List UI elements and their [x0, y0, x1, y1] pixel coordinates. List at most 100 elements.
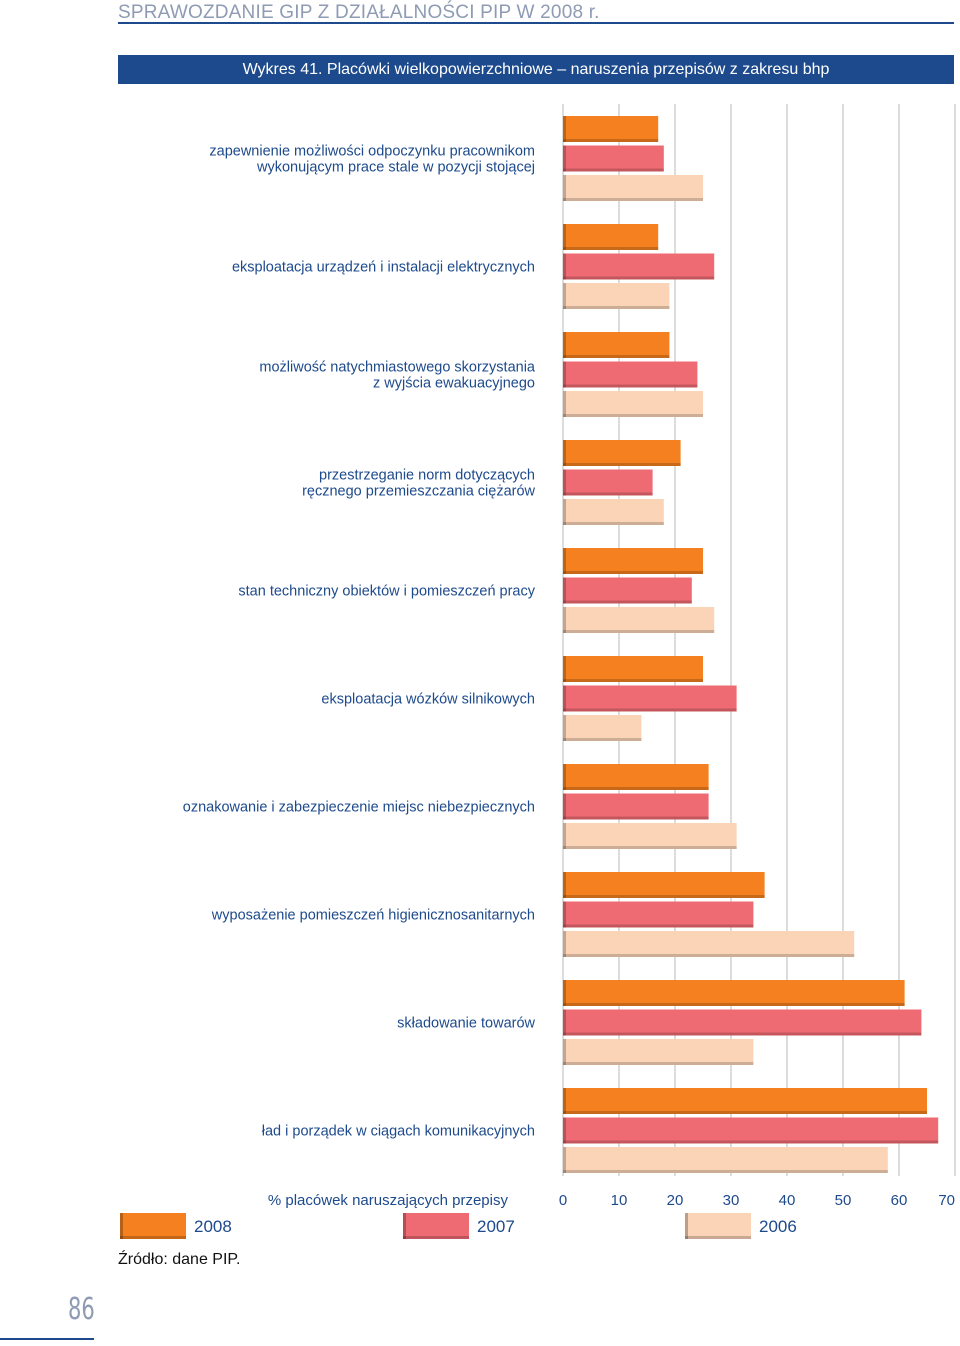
bar-shade-left-2007-3	[563, 361, 566, 388]
legend-swatch-2008	[120, 1213, 186, 1239]
bar-2008-7	[563, 764, 709, 790]
bar-shade-bottom-2006-3	[563, 414, 703, 417]
bar-2008-8	[563, 872, 765, 898]
bar-2007-6	[563, 685, 737, 712]
legend-swatch-2007	[403, 1213, 469, 1239]
bar-2008-6	[563, 656, 703, 682]
bar-shade-left-2007-7	[563, 793, 566, 820]
bar-2007-5	[563, 577, 692, 604]
bar-shade-bottom-2008-7	[563, 787, 709, 790]
source-note: Źródło: dane PIP.	[118, 1251, 241, 1268]
bar-shade-left-2008-1	[563, 116, 566, 142]
bar-2007-7	[563, 793, 709, 820]
category-label-9-line-1: składowanie towarów	[397, 1016, 535, 1032]
legend-swatch-2006	[685, 1213, 751, 1239]
bar-shade-left-2008-3	[563, 332, 566, 358]
bar-shade-left-2006-3	[563, 391, 566, 417]
bar-shade-bottom-2007-2	[563, 276, 715, 280]
bar-shade-bottom-2008-5	[563, 571, 703, 574]
category-label-1-line-1: zapewnienie możliwości odpoczynku pracow…	[209, 144, 535, 160]
category-label-3-line-1: możliwość natychmiastowego skorzystania	[259, 360, 536, 376]
x-axis-label: % placówek naruszających przepisy	[268, 1192, 509, 1209]
bar-shade-bottom-2006-4	[563, 522, 664, 525]
category-label-6-line-1: eksploatacja wózków silnikowych	[321, 692, 535, 708]
bar-shade-bottom-2008-9	[563, 1003, 905, 1006]
category-label-1-line-2: wykonującym prace stale w pozycji stojąc…	[256, 160, 535, 176]
bar-2006-9	[563, 1039, 754, 1065]
bar-shade-left-2007-1	[563, 145, 566, 172]
x-tick-label-30: 30	[723, 1192, 740, 1209]
bar-shade-bottom-2007-7	[563, 816, 709, 820]
category-label-3-line-2: z wyjścia ewakuacyjnego	[373, 376, 535, 392]
category-label-7-line-1: oznakowanie i zabezpieczenie miejsc nieb…	[183, 800, 535, 816]
bar-2006-7	[563, 823, 737, 849]
bar-2006-6	[563, 715, 642, 741]
bar-2008-1	[563, 116, 659, 142]
bar-shade-left-2007-9	[563, 1009, 566, 1036]
category-label-2-line-1: eksploatacja urządzeń i instalacji elekt…	[232, 260, 535, 276]
bar-shade-bottom-2006-2	[563, 306, 670, 309]
bar-shade-bottom-2007-1	[563, 168, 664, 172]
bar-shade-left-2006-7	[563, 823, 566, 849]
chart-title: Wykres 41. Placówki wielkopowierzchniowe…	[118, 55, 954, 84]
category-label-8-line-1: wyposażenie pomieszczeń higienicznosanit…	[211, 908, 535, 924]
bar-shade-bottom-2006-6	[563, 738, 642, 741]
bar-2006-2	[563, 283, 670, 309]
bar-shade-bottom-2006-5	[563, 630, 715, 633]
header-rule	[118, 22, 954, 24]
x-tick-label-50: 50	[835, 1192, 852, 1209]
legend-label-2007: 2007	[477, 1217, 515, 1236]
bar-shade-bottom-2007-4	[563, 492, 653, 496]
bar-shade-bottom-2006-8	[563, 954, 855, 957]
bar-2006-4	[563, 499, 664, 525]
x-tick-label-70: 70	[938, 1192, 955, 1209]
bar-shade-left-2008-9	[563, 980, 566, 1006]
category-label-5-line-1: stan techniczny obiektów i pomieszczeń p…	[238, 584, 535, 600]
bar-shade-left-2006-6	[563, 715, 566, 741]
bar-shade-left-2006-9	[563, 1039, 566, 1065]
page-number: 86	[68, 1292, 95, 1327]
bar-shade-bottom-2008-10	[563, 1111, 927, 1114]
bar-shade-left-2006-10	[563, 1147, 566, 1173]
bar-shade-left-2008-5	[563, 548, 566, 574]
bar-shade-left-2008-8	[563, 872, 566, 898]
bar-2007-9	[563, 1009, 922, 1036]
x-tick-label-60: 60	[891, 1192, 908, 1209]
bar-shade-bottom-2008-3	[563, 355, 670, 358]
bar-shade-left-2006-5	[563, 607, 566, 633]
category-label-4-line-2: ręcznego przemieszczania ciężarów	[302, 484, 535, 500]
bar-shade-left-2006-2	[563, 283, 566, 309]
x-tick-label-0: 0	[559, 1192, 567, 1209]
x-tick-label-10: 10	[611, 1192, 628, 1209]
bar-2007-8	[563, 901, 754, 928]
x-tick-label-40: 40	[779, 1192, 796, 1209]
bar-shade-left-2006-1	[563, 175, 566, 201]
bar-shade-left-2006-4	[563, 499, 566, 525]
bar-shade-bottom-2007-8	[563, 924, 754, 928]
bar-shade-left-2007-5	[563, 577, 566, 604]
bar-2008-5	[563, 548, 703, 574]
bar-shade-bottom-2008-8	[563, 895, 765, 898]
bar-shade-left-2007-2	[563, 253, 566, 280]
category-label-10-line-1: ład i porządek w ciągach komunikacyjnych	[262, 1124, 535, 1140]
bar-shade-left-2007-10	[563, 1117, 566, 1144]
x-tick-label-20: 20	[667, 1192, 684, 1209]
bar-shade-bottom-2006-7	[563, 846, 737, 849]
bar-2007-3	[563, 361, 698, 388]
bar-2006-8	[563, 931, 855, 957]
bar-2006-10	[563, 1147, 888, 1173]
bar-shade-bottom-2007-5	[563, 600, 692, 604]
bar-shade-bottom-2006-1	[563, 198, 703, 201]
bar-2006-1	[563, 175, 703, 201]
bar-shade-bottom-2006-9	[563, 1062, 754, 1065]
bar-shade-left-2006-8	[563, 931, 566, 957]
bar-2007-2	[563, 253, 715, 280]
bar-2007-1	[563, 145, 664, 172]
category-label-4-line-1: przestrzeganie norm dotyczących	[319, 468, 535, 484]
bar-shade-bottom-2008-4	[563, 463, 681, 466]
page-number-rule	[0, 1338, 94, 1340]
bar-2008-3	[563, 332, 670, 358]
bar-shade-bottom-2008-1	[563, 139, 659, 142]
bar-2007-4	[563, 469, 653, 496]
